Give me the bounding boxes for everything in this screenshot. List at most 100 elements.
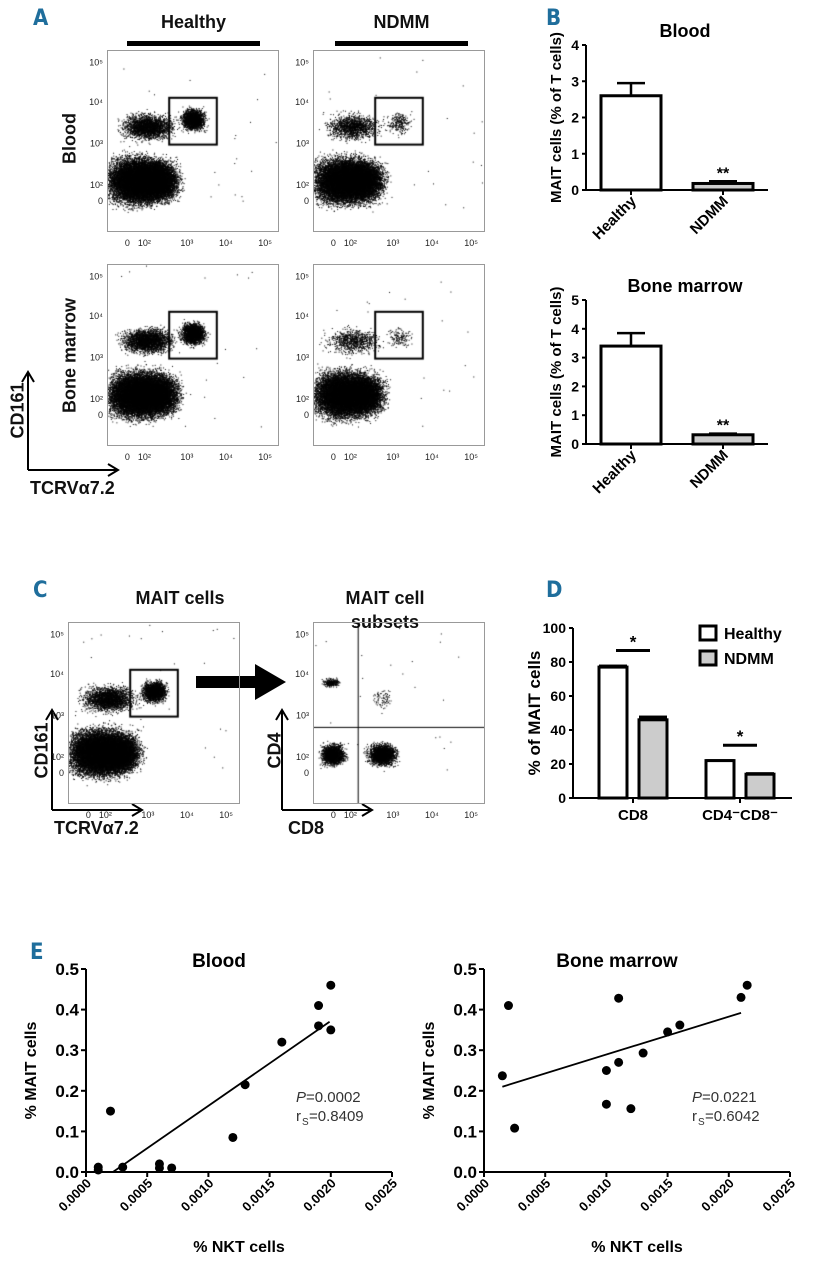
x-tick-label: 10⁴: [180, 810, 194, 820]
x-tick-label: 0: [125, 452, 130, 462]
x-tick-label: Healthy: [589, 192, 640, 243]
y-tick-label: 10⁵: [295, 272, 309, 282]
x-tick-label: 10⁵: [258, 452, 272, 462]
x-tick-label: 0.0020: [300, 1176, 339, 1215]
chart-title: Blood: [192, 951, 246, 972]
y-tick-label: 20: [550, 756, 566, 772]
y-tick-label: 0.4: [55, 1001, 79, 1020]
x-tick-label: 0.0010: [178, 1176, 217, 1215]
bar-ndmm: [637, 718, 669, 800]
col-header-ndmm: NDMM: [373, 12, 430, 32]
x-tick-label: 10³: [180, 238, 193, 248]
y-tick-label: 0.4: [453, 1001, 477, 1020]
flow-plot-mait-gating: [68, 622, 240, 804]
data-point: [167, 1163, 177, 1173]
data-point: [93, 1165, 103, 1175]
x-tick-label: 10²: [344, 810, 357, 820]
y-tick-label: 10⁵: [89, 272, 103, 282]
x-tick-label: 10²: [344, 452, 357, 462]
legend-swatch-ndmm: [698, 649, 718, 667]
y-tick-label: 3: [571, 73, 579, 89]
bar-healthy: [599, 94, 663, 192]
x-tick-label: 0.0025: [759, 1176, 798, 1215]
data-point: [326, 980, 336, 990]
flow-plot-healthy-bone-marrow-axes: 0 10² 10³ 10⁴ 10⁵ 10⁵ 10⁴ 10³ 10² 0: [89, 272, 272, 462]
x-tick-label: 10⁴: [425, 238, 439, 248]
stat-p-value: =0.0002: [306, 1089, 361, 1106]
y-axis-label: % MAIT cells: [23, 1022, 40, 1120]
bar-healthy: [597, 665, 629, 800]
x-tick-label: 10³: [386, 238, 399, 248]
bar-ndmm: [691, 181, 755, 192]
y-tick-label: 10⁵: [295, 630, 309, 640]
data-point: [154, 1163, 164, 1173]
x-tick-label: 10²: [138, 452, 151, 462]
x-tick-label: 10⁵: [464, 238, 478, 248]
x-tick-label: 10²: [99, 810, 112, 820]
stat-r-symbol: r: [296, 1108, 301, 1125]
y-axis-label: MAIT cells (% of T cells): [548, 32, 565, 203]
data-point: [277, 1037, 287, 1047]
regression-line: [112, 1021, 331, 1173]
x-tick-label: 10⁵: [219, 810, 233, 820]
legend-label-healthy: Healthy: [724, 626, 782, 643]
y-tick-label: 0: [304, 196, 309, 206]
chart-title: Bone marrow: [556, 951, 678, 972]
y-tick-label: 10²: [296, 752, 309, 762]
stat-p-symbol: P: [692, 1089, 702, 1106]
x-tick-label: 10²: [138, 238, 151, 248]
x-tick-label: NDMM: [687, 447, 732, 492]
flow-plot-healthy-blood-axes: 0 10² 10³ 10⁴ 10⁵ 10⁵ 10⁴ 10³ 10² 0: [89, 58, 272, 248]
x-tick-label: 10⁵: [258, 238, 272, 248]
x-tick-label: 10³: [141, 810, 154, 820]
x-tick-label: 0: [86, 810, 91, 820]
stat-r-subscript: S: [302, 1117, 309, 1128]
y-tick-label: 10²: [90, 180, 103, 190]
x-tick-label: 0.0025: [361, 1176, 400, 1215]
y-tick-label: 10³: [296, 711, 309, 721]
y-tick-label: 0.3: [453, 1041, 477, 1060]
y-tick-label: 60: [550, 688, 566, 704]
y-tick-label: 10⁴: [295, 97, 309, 107]
y-tick-label: 0: [59, 768, 64, 778]
flow-plot-ndmm-bone-marrow-axes: 0 10² 10³ 10⁴ 10⁵ 10⁵ 10⁴ 10³ 10² 0: [295, 272, 478, 462]
regression-line: [502, 1011, 742, 1088]
y-tick-label: 0: [558, 790, 566, 806]
y-tick-label: 10⁴: [89, 311, 103, 321]
y-tick-label: 10³: [90, 139, 103, 149]
x-tick-label: CD8: [618, 807, 648, 824]
x-tick-label: Healthy: [589, 446, 640, 497]
flow-plot-mait-subsets-axes: 0 10² 10³ 10⁴ 10⁵ 10⁵ 10⁴ 10³ 10² 0: [295, 630, 478, 820]
data-point: [638, 1048, 648, 1058]
y-tick-label: 100: [543, 620, 567, 636]
y-tick-label: 1: [571, 146, 579, 162]
data-point: [614, 993, 624, 1003]
y-tick-label: 0.2: [55, 1082, 79, 1101]
y-tick-label: 0.5: [453, 960, 477, 979]
c-x-axis-label-tcrva72: TCRVα7.2: [54, 818, 139, 838]
data-point: [240, 1080, 250, 1090]
x-tick-label: 10²: [344, 238, 357, 248]
y-tick-label: 80: [550, 654, 566, 670]
y-tick-label: 0.1: [55, 1122, 79, 1141]
data-point: [626, 1104, 636, 1114]
legend-swatch-healthy: [698, 624, 718, 642]
significance-marker: *: [737, 727, 744, 746]
panel-label-b: B: [546, 6, 562, 31]
y-tick-label: 4: [571, 321, 579, 337]
y-tick-label: 0: [571, 436, 579, 452]
data-point: [601, 1066, 611, 1075]
flow-plot-ndmm-blood: [313, 50, 485, 232]
data-point: [118, 1162, 128, 1172]
panel-label-a: A: [33, 6, 49, 31]
axis-arrows-a: [21, 370, 374, 817]
col-bar-healthy: [127, 41, 260, 46]
stat-p-value: =0.0221: [702, 1089, 757, 1106]
x-tick-label: 10⁴: [425, 452, 439, 462]
y-tick-label: 0.2: [453, 1082, 477, 1101]
data-point: [228, 1132, 238, 1142]
x-tick-label: 0: [331, 810, 336, 820]
x-axis-label: % NKT cells: [193, 1239, 285, 1256]
y-tick-label: 10⁴: [295, 311, 309, 321]
